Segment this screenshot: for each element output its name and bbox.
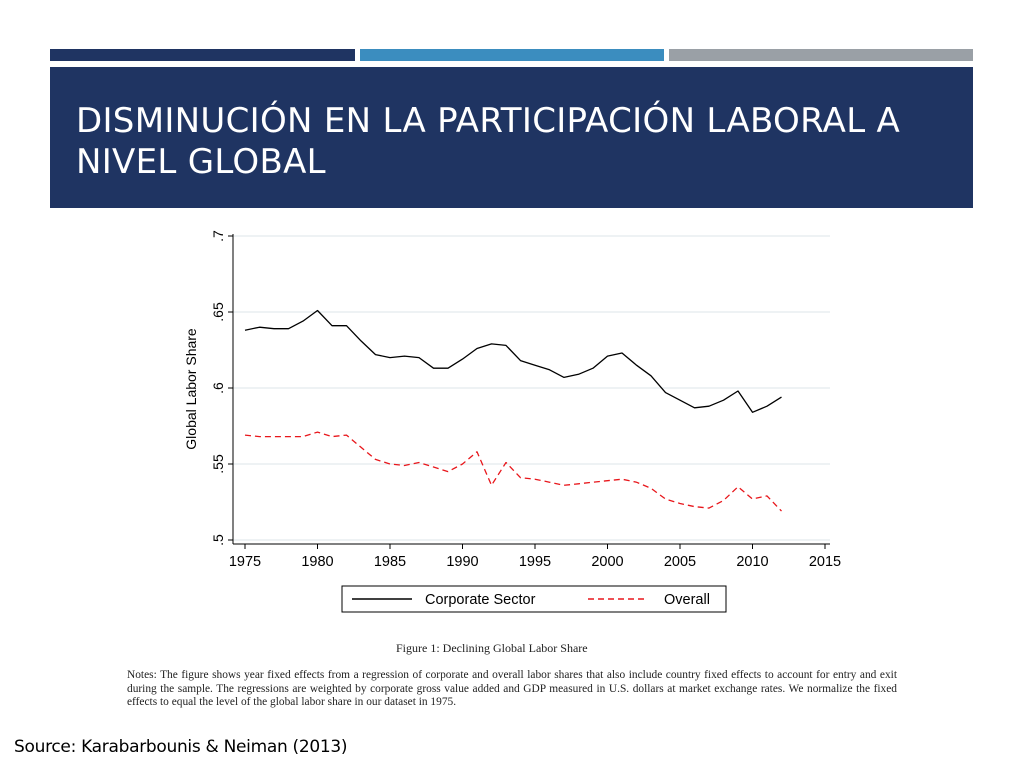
- figure-caption: Figure 1: Declining Global Labor Share: [396, 641, 588, 655]
- slide-title: DISMINUCIÓN EN LA PARTICIPACIÓN LABORAL …: [76, 101, 901, 182]
- y-axis-label: Global Labor Share: [183, 328, 199, 450]
- tick-labels: .5 .55 .6 .65 .7 1975 1980 1985 1990 1995 2000 2005…: [210, 230, 841, 570]
- y-tick-label: .5: [210, 534, 226, 546]
- x-tick-label: 2005: [664, 554, 696, 570]
- accent-bar-navy: [50, 49, 355, 61]
- x-tick-label: 1985: [374, 554, 406, 570]
- figure-notes: Notes: The figure shows year fixed effec…: [127, 669, 897, 708]
- y-tick-label: .6: [210, 382, 226, 394]
- y-tick-label: .65: [210, 302, 226, 322]
- series-lines: [244, 309, 782, 512]
- y-tick-label: .55: [210, 454, 226, 474]
- legend-label: Corporate Sector: [425, 592, 536, 608]
- accent-bar-gray: [669, 49, 973, 61]
- axes: [228, 234, 830, 549]
- x-tick-label: 2010: [736, 554, 768, 570]
- x-tick-label: 1975: [229, 554, 261, 570]
- legend: Corporate Sector Overall: [341, 585, 727, 613]
- x-tick-label: 1990: [446, 554, 478, 570]
- title-band: DISMINUCIÓN EN LA PARTICIPACIÓN LABORAL …: [50, 67, 973, 208]
- series-line-corporate-sector: [244, 309, 782, 413]
- legend-label: Overall: [664, 592, 710, 608]
- x-tick-label: 1995: [519, 554, 551, 570]
- accent-bar-blue: [360, 49, 664, 61]
- x-tick-label: 2000: [591, 554, 623, 570]
- series-line-overall: [244, 431, 782, 512]
- y-tick-label: .7: [210, 230, 226, 242]
- x-tick-label: 1980: [301, 554, 333, 570]
- x-tick-label: 2015: [809, 554, 841, 570]
- source-citation: Source: Karabarbounis & Neiman (2013): [14, 737, 348, 757]
- grid-lines: [233, 235, 830, 541]
